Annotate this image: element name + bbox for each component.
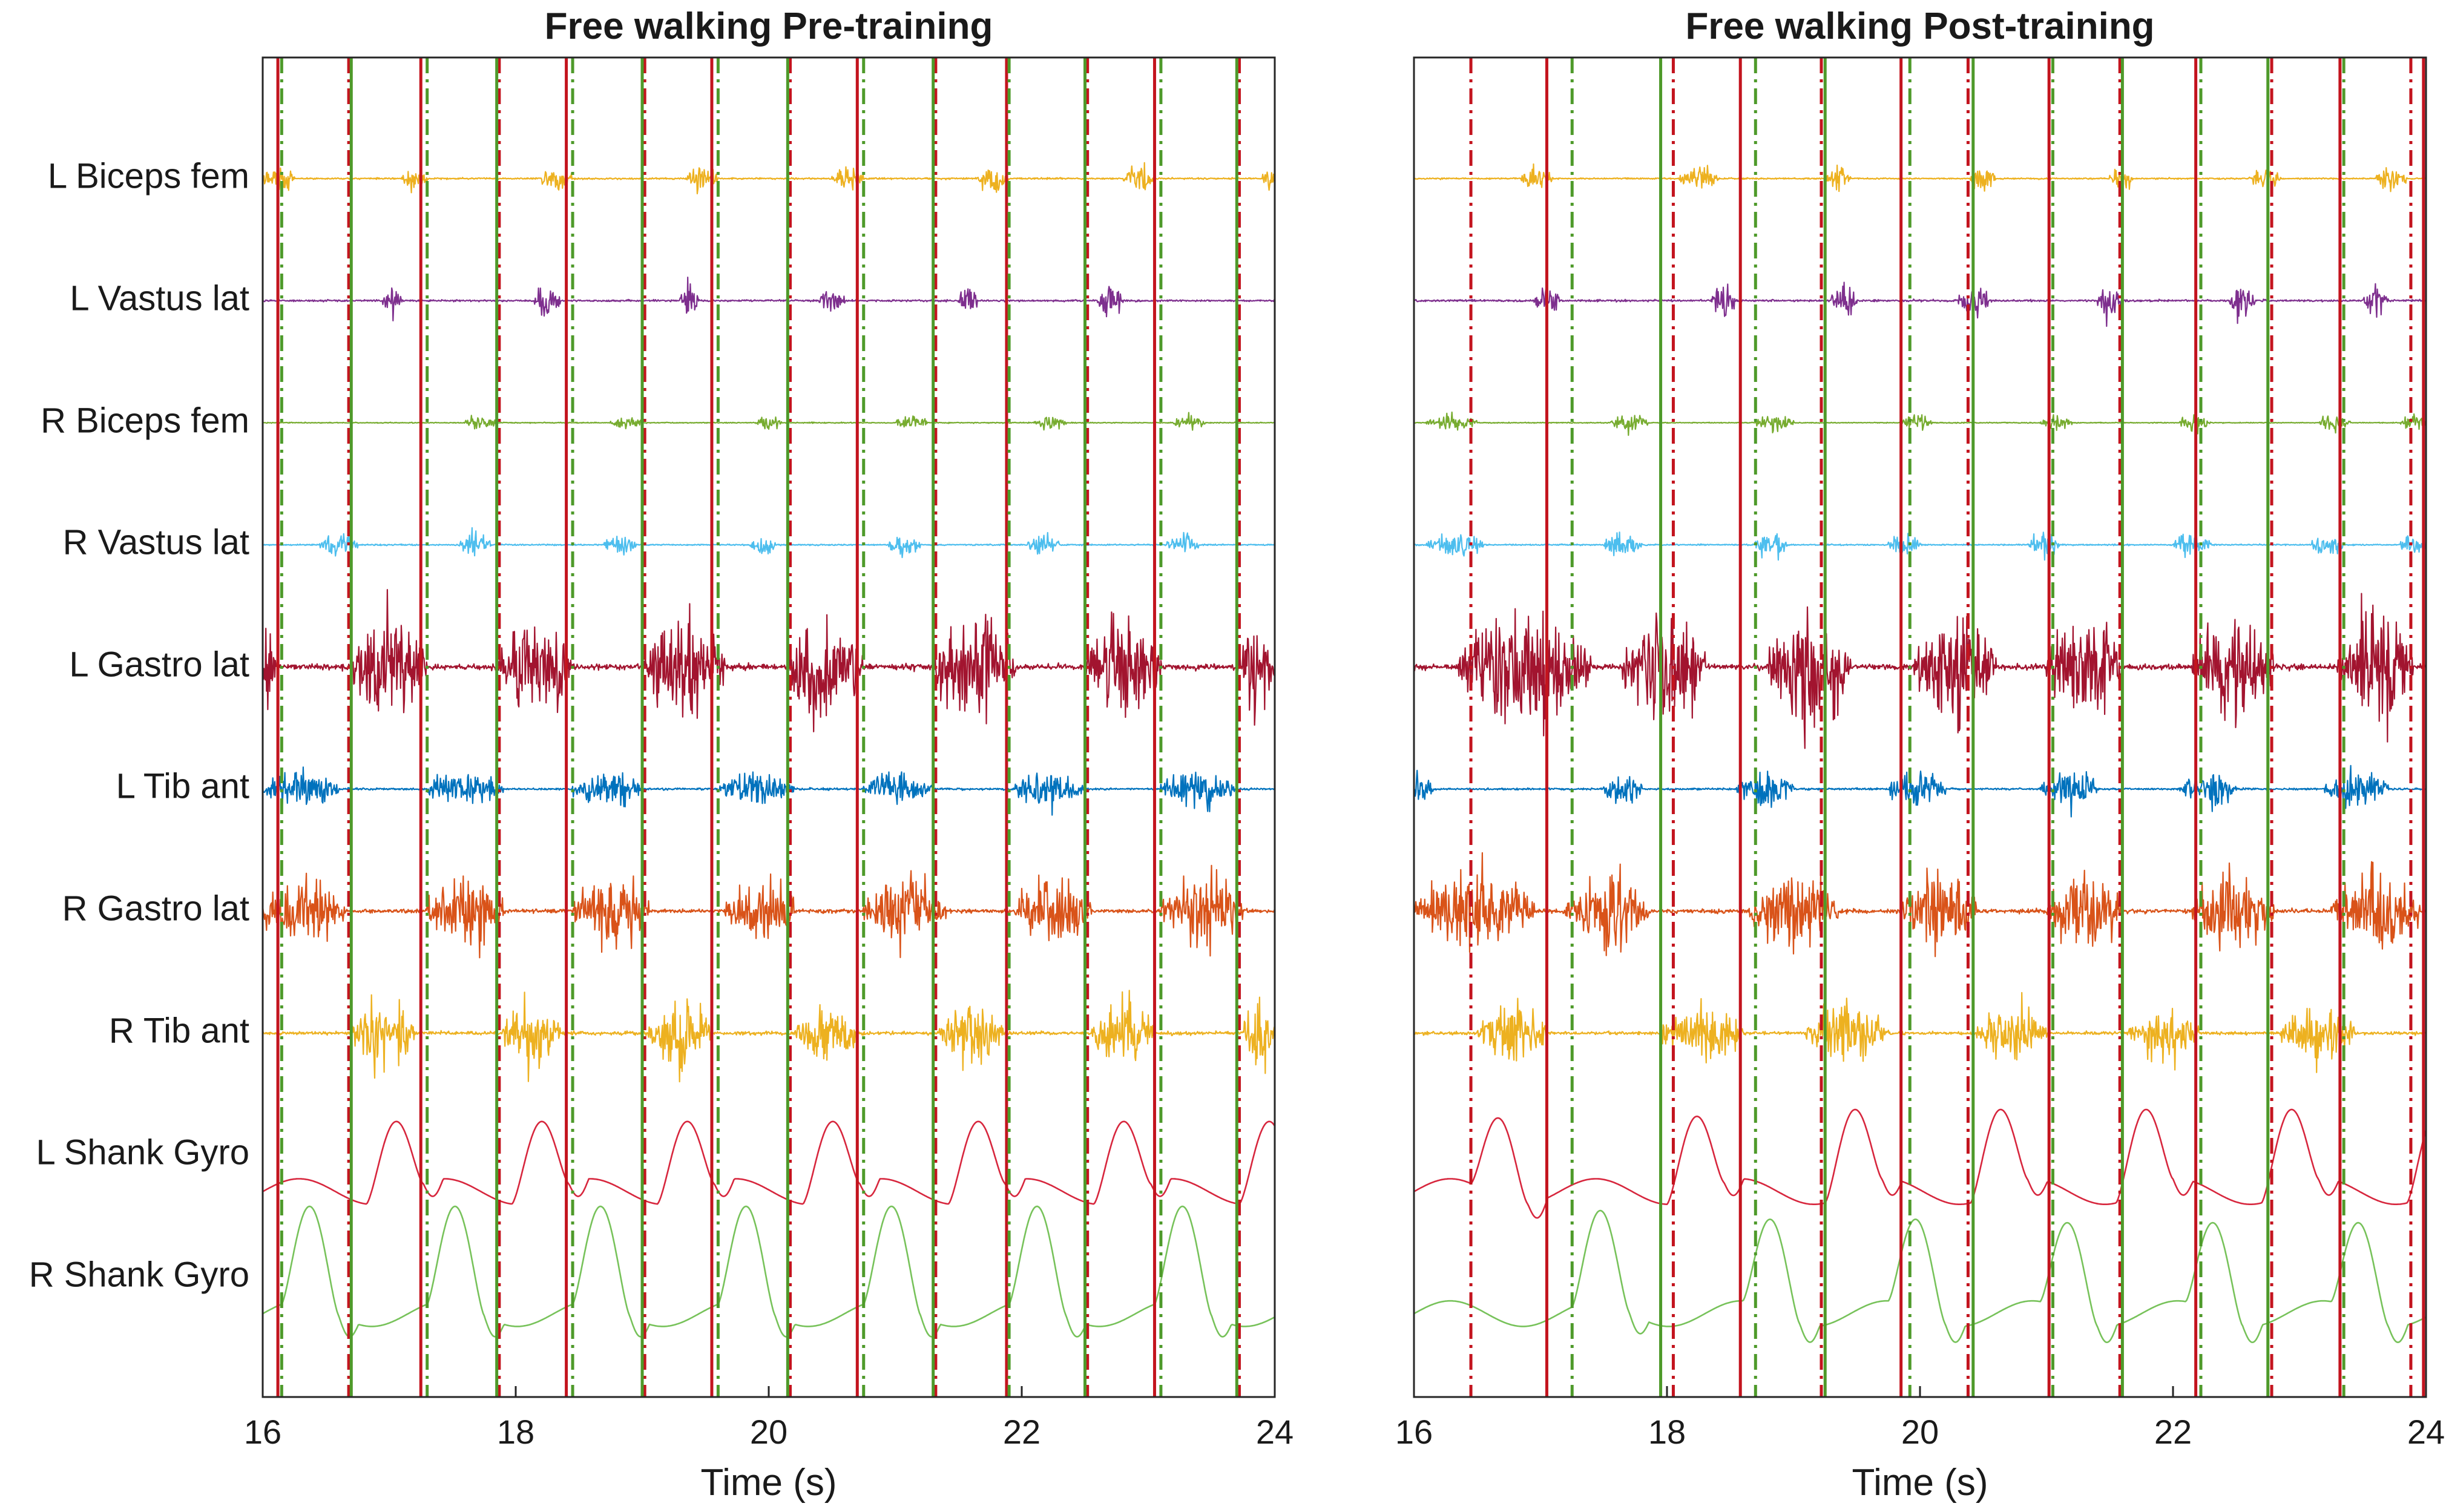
x-tick-label: 22 [2154, 1413, 2192, 1451]
signal-trace [1413, 991, 2427, 1073]
channel-label: R Shank Gyro [29, 1255, 249, 1294]
channel-label: R Tib ant [109, 1011, 249, 1050]
x-axis-label: Time (s) [1852, 1462, 1988, 1504]
x-axis-label: Time (s) [701, 1462, 837, 1504]
signal-trace [1413, 1209, 2427, 1343]
signal-trace [262, 1120, 1276, 1205]
plot-area [261, 58, 1276, 1397]
channel-label: R Gastro lat [62, 889, 249, 928]
chart-title: Free walking Post-training [1685, 5, 2154, 47]
channel-label: L Biceps fem [48, 156, 249, 196]
x-ticks: 16 18 20 22 24 [1395, 1413, 2445, 1451]
signal-trace [262, 990, 1276, 1083]
x-tick-label: 20 [750, 1413, 787, 1451]
axes-box [261, 56, 1276, 1398]
axes-box [1413, 56, 2427, 1398]
signal-trace [261, 162, 1275, 195]
signal-trace [262, 412, 1275, 431]
panel-pre-training: Free walking Pre-training L Biceps fem L… [29, 5, 1294, 1504]
x-tick-label: 22 [1003, 1413, 1041, 1451]
channel-label: L Gastro lat [69, 645, 249, 684]
channel-label: L Vastus lat [70, 278, 249, 318]
signal-trace [261, 766, 1275, 816]
signal-trace [1413, 531, 2427, 561]
signal-trace [261, 589, 1276, 732]
channel-label: R Vastus lat [63, 522, 249, 562]
plot-area [1413, 58, 2427, 1397]
x-tick-label: 20 [1901, 1413, 1939, 1451]
channel-labels: L Biceps fem L Vastus lat R Biceps fem R… [29, 156, 249, 1294]
signal-trace [1413, 593, 2427, 749]
x-tick-label: 24 [2407, 1413, 2445, 1451]
x-tick-label: 16 [1395, 1413, 1433, 1451]
x-tick-label: 16 [244, 1413, 281, 1451]
signal-trace [1413, 764, 2427, 818]
x-tick-label: 18 [1648, 1413, 1686, 1451]
chart-title: Free walking Pre-training [545, 5, 993, 47]
signal-trace [1413, 163, 2427, 192]
signal-trace [262, 527, 1275, 559]
channel-label: L Shank Gyro [36, 1132, 249, 1172]
signal-trace [1413, 852, 2427, 958]
x-tick-label: 18 [497, 1413, 534, 1451]
x-ticks: 16 18 20 22 24 [244, 1413, 1294, 1451]
signal-trace [262, 1205, 1275, 1338]
signal-trace [1413, 411, 2427, 436]
signal-trace [1413, 1108, 2427, 1219]
channel-label: L Tib ant [116, 766, 249, 806]
signal-trace [262, 277, 1275, 321]
signal-trace [1413, 281, 2427, 327]
signal-trace [261, 864, 1275, 959]
panel-post-training: Free walking Post-training 16 18 20 22 2… [1395, 5, 2445, 1504]
channel-label: R Biceps fem [41, 401, 249, 440]
x-tick-label: 24 [1256, 1413, 1294, 1451]
